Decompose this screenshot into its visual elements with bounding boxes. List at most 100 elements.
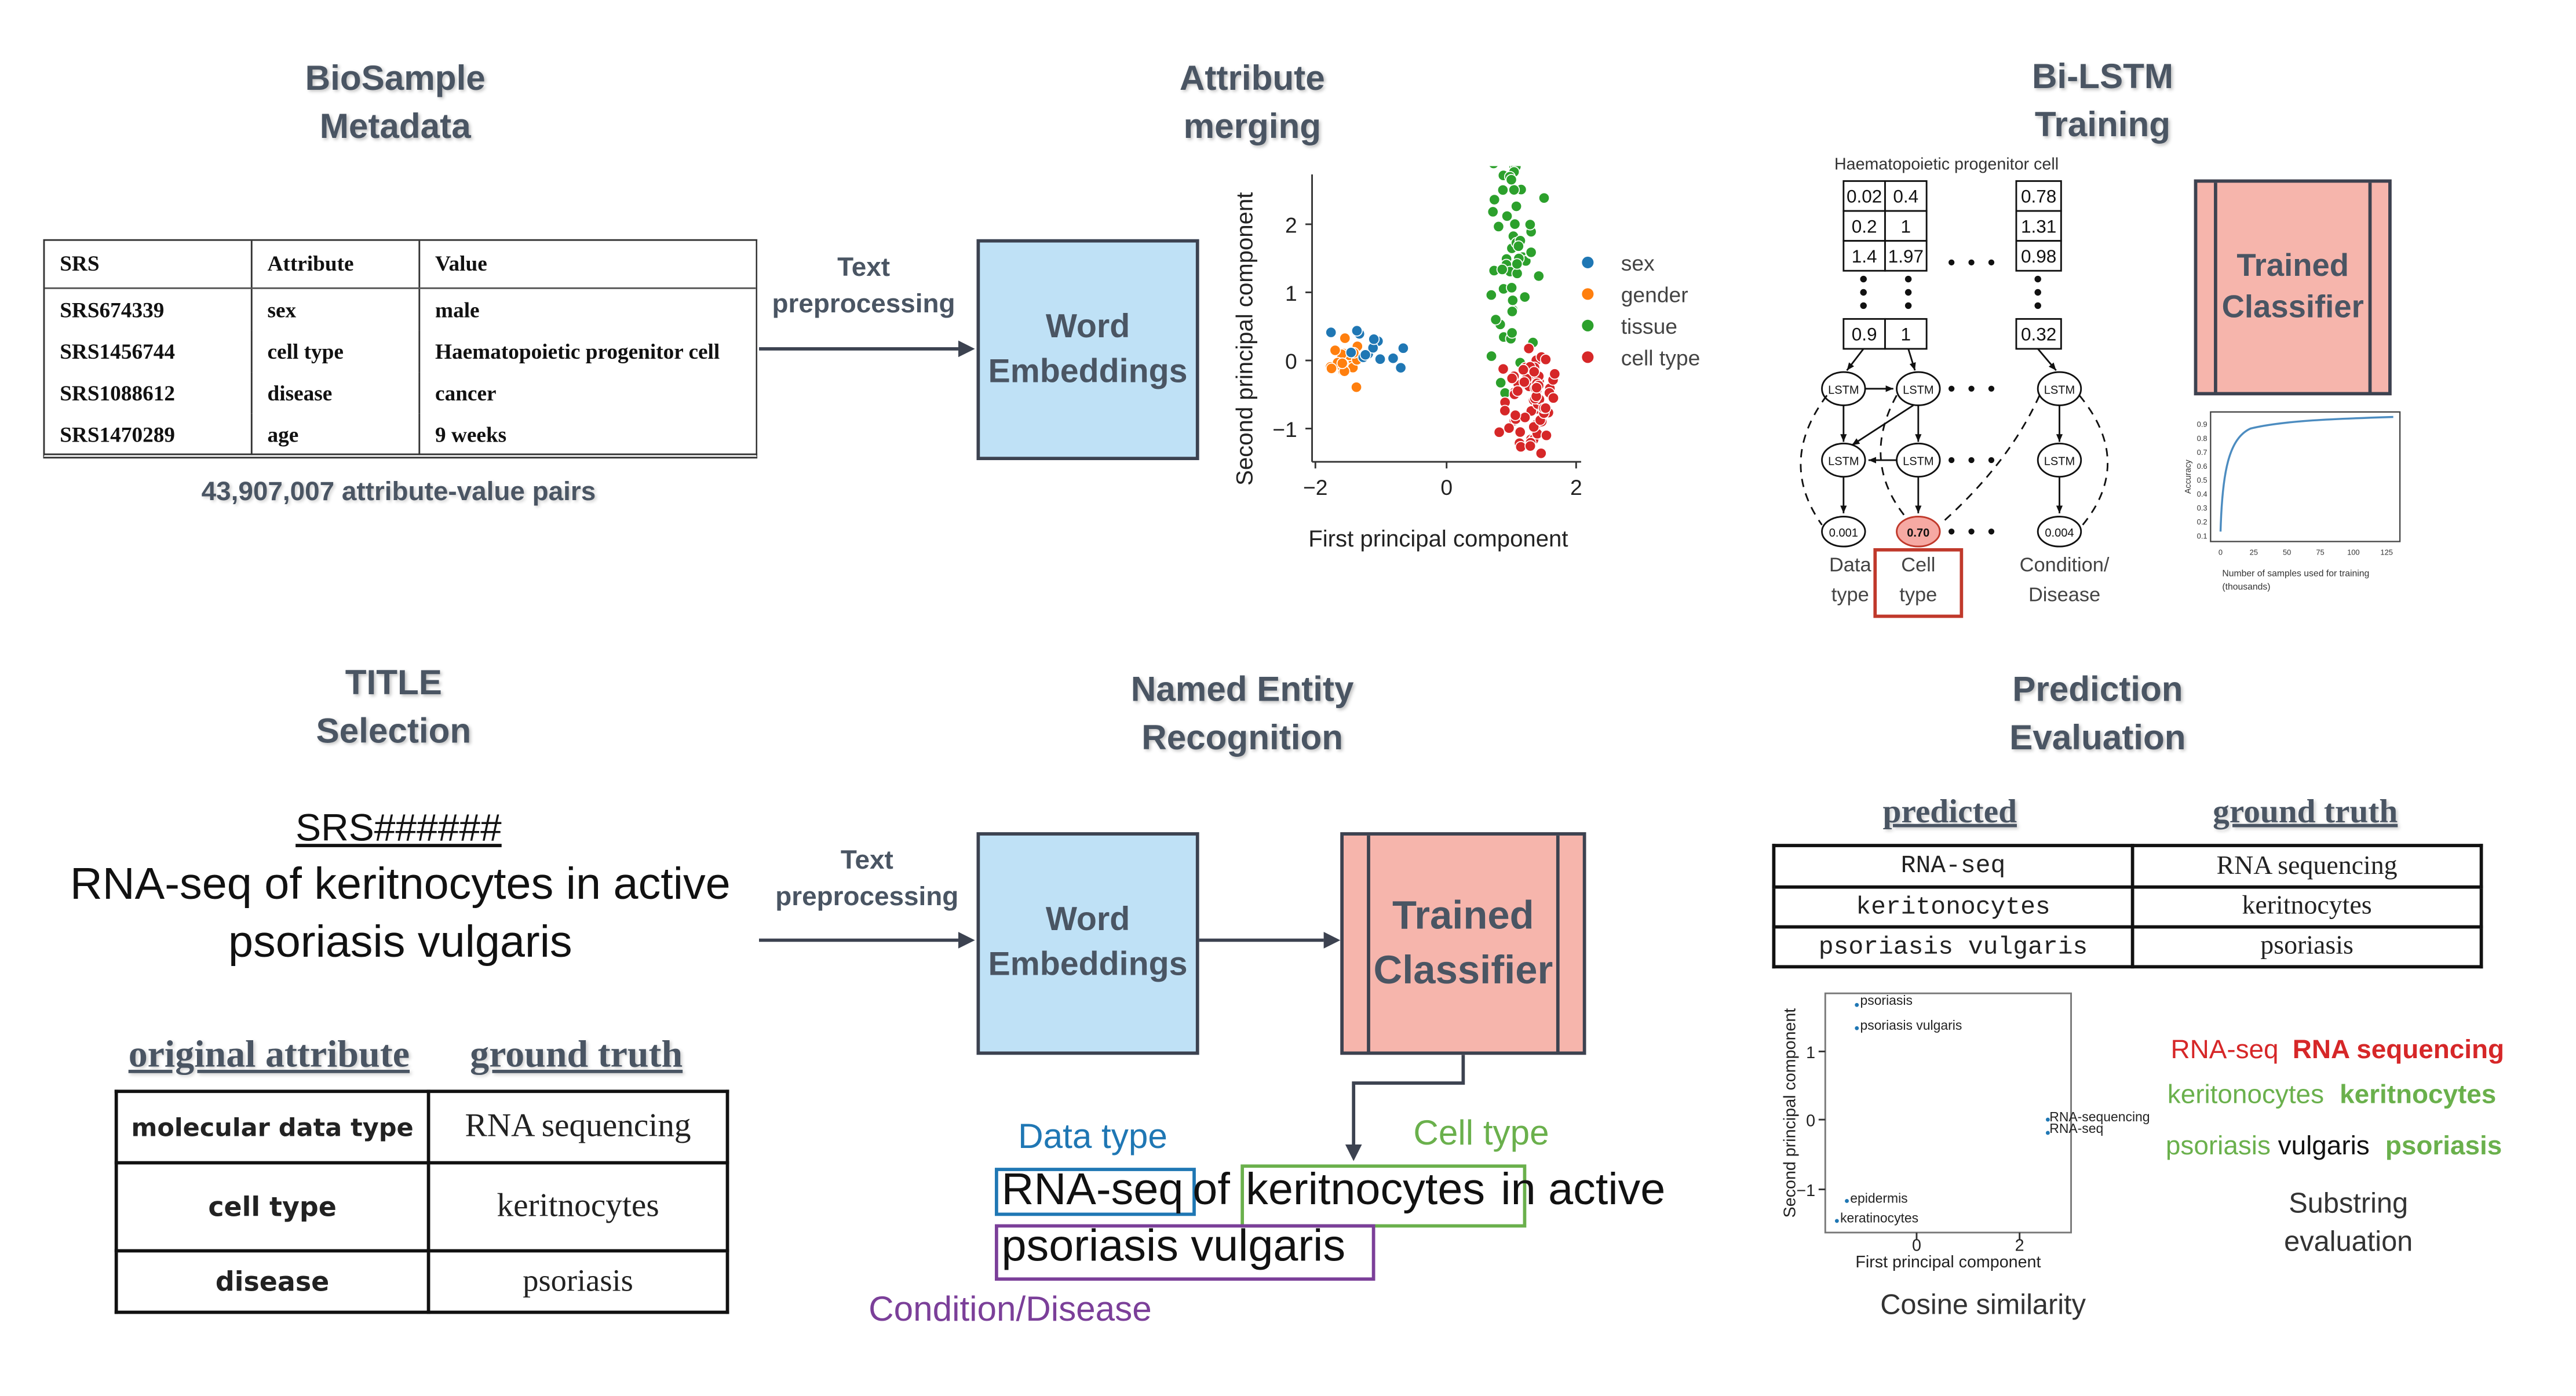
entity-rnaseq: RNA-seq: [1001, 1164, 1184, 1215]
point-cell-type: [1539, 402, 1552, 414]
y-axis-label: Second principal component: [1781, 1008, 1800, 1218]
metadata-table: SRS Attribute Value SRS674339 sex male S…: [43, 239, 758, 459]
point-cell-type: [1503, 422, 1515, 434]
header-predicted: predicted: [1882, 794, 2017, 831]
vector-value: 0.32: [2021, 324, 2056, 345]
dot: [1968, 528, 1975, 535]
dot: [1988, 457, 1995, 464]
output-node: [1821, 516, 1866, 548]
y-tick-label: −1: [1272, 417, 1297, 442]
substring-row-2: keritonocytes keritnocytes: [2168, 1081, 2497, 1111]
embedding-point: [2045, 1131, 2050, 1135]
y-tick-label: 0: [1806, 1111, 1815, 1130]
dot: [1948, 528, 1955, 535]
word-of: of: [1192, 1164, 1230, 1215]
accuracy-curve: [2219, 415, 2393, 532]
arrowhead: [1909, 362, 1916, 371]
vector-cell: [2015, 240, 2062, 272]
header-ground-truth-pred: ground truth: [2213, 794, 2398, 831]
x-axis-label: (thousands): [2222, 582, 2270, 592]
substring-caption: Substring evaluation: [2284, 1187, 2413, 1258]
legend-label: gender: [1621, 283, 1688, 307]
dashed-connector: [1880, 395, 1907, 519]
point-sex: [1345, 347, 1357, 359]
section-title-ner: Named Entity Recognition: [1130, 671, 1354, 758]
vector-cell: [1884, 180, 1928, 212]
y-tick-label: 1: [1806, 1044, 1815, 1062]
dot: [1988, 528, 1995, 535]
dashed-connector: [1800, 395, 1828, 526]
entity-psoriasis-vulgaris: psoriasis vulgaris: [1001, 1220, 1346, 1271]
output-label: Disease: [2028, 584, 2100, 606]
point-tissue: [1495, 377, 1507, 389]
point-tissue: [1511, 258, 1523, 270]
point-cell-type: [1512, 385, 1524, 397]
x-axis-label: First principal component: [1308, 526, 1568, 552]
dot: [1948, 259, 1955, 266]
x-tick-label: 125: [2380, 548, 2392, 556]
point-cell-type: [1539, 353, 1552, 366]
substring-pred: RNA-seq: [2170, 1036, 2279, 1065]
point-tissue: [1488, 194, 1501, 206]
point-tissue: [1519, 291, 1531, 303]
point-tissue: [1512, 240, 1524, 252]
legend-label: cell type: [1621, 346, 1701, 370]
substring-gt: keritnocytes: [2340, 1081, 2497, 1110]
point-cell-type: [1535, 447, 1547, 460]
vector-cell: [2015, 318, 2062, 350]
legend-label: tissue: [1621, 314, 1677, 338]
point-cell-type: [1531, 382, 1543, 394]
point-tissue: [1506, 282, 1518, 294]
attribute-cell: cell type: [114, 1161, 430, 1253]
dot: [2034, 289, 2041, 296]
metadata-cell: cancer: [435, 379, 497, 404]
arrowhead: [1915, 434, 1922, 442]
vector-value: 1.31: [2021, 216, 2056, 236]
substring-row-3: psoriasis vulgaris psoriasis: [2166, 1133, 2502, 1163]
vector-cell: [1884, 240, 1928, 272]
x-tick-label: −2: [1303, 475, 1327, 500]
substring-gt: psoriasis: [2385, 1132, 2502, 1161]
ground-truth-cell: RNA sequencing: [2130, 844, 2483, 889]
point-cell-type: [1523, 342, 1535, 355]
point-tissue: [1490, 314, 1502, 326]
x-tick-label: 0: [2219, 548, 2223, 556]
header-ground-truth: ground truth: [470, 1033, 683, 1075]
embedding-point: [2045, 1117, 2050, 1122]
x-tick-label: 100: [2347, 548, 2359, 556]
embedding-point: [1834, 1219, 1839, 1223]
entity-box-cell-type: [1240, 1164, 1527, 1228]
embedding-point-label: psoriasis vulgaris: [1860, 1018, 1962, 1033]
metadata-cell: SRS674339: [45, 288, 253, 331]
dot: [1948, 385, 1955, 392]
point-sex: [1351, 325, 1363, 337]
text-preprocessing-label: Text preprocessing: [772, 254, 955, 319]
metadata-header-srs: SRS: [45, 240, 253, 289]
point-cell-type: [1493, 426, 1505, 438]
dot: [1860, 275, 1867, 283]
output-value: 0.004: [2045, 527, 2074, 540]
y-tick-label: 0.7: [2197, 448, 2208, 457]
metadata-cell: age: [251, 413, 421, 455]
arrowhead: [1885, 385, 1893, 392]
substring-row-1: RNA-seq RNA sequencing: [2171, 1037, 2505, 1067]
lstm-node-label: LSTM: [1828, 455, 1859, 468]
x-tick-label: 0: [1912, 1236, 1921, 1255]
metadata-cell: SRS1088612: [45, 372, 253, 414]
point-cell-type: [1514, 426, 1526, 438]
dot: [1904, 275, 1912, 283]
lstm-caption: Haematopoietic progenitor cell: [1834, 155, 2059, 173]
metadata-cell: male: [435, 296, 480, 322]
metadata-cell: SRS1470289: [45, 413, 253, 455]
legend-marker: [1582, 288, 1594, 300]
metadata-cell: sex: [251, 288, 421, 331]
point-cell-type: [1506, 372, 1518, 385]
point-tissue: [1525, 246, 1537, 258]
point-cell-type: [1517, 364, 1530, 376]
point-cell-type: [1518, 376, 1530, 388]
dot: [1968, 457, 1975, 464]
srs-id: SRS######: [295, 805, 502, 849]
lstm-node-label: LSTM: [1828, 384, 1859, 396]
x-tick-label: 25: [2250, 548, 2258, 556]
